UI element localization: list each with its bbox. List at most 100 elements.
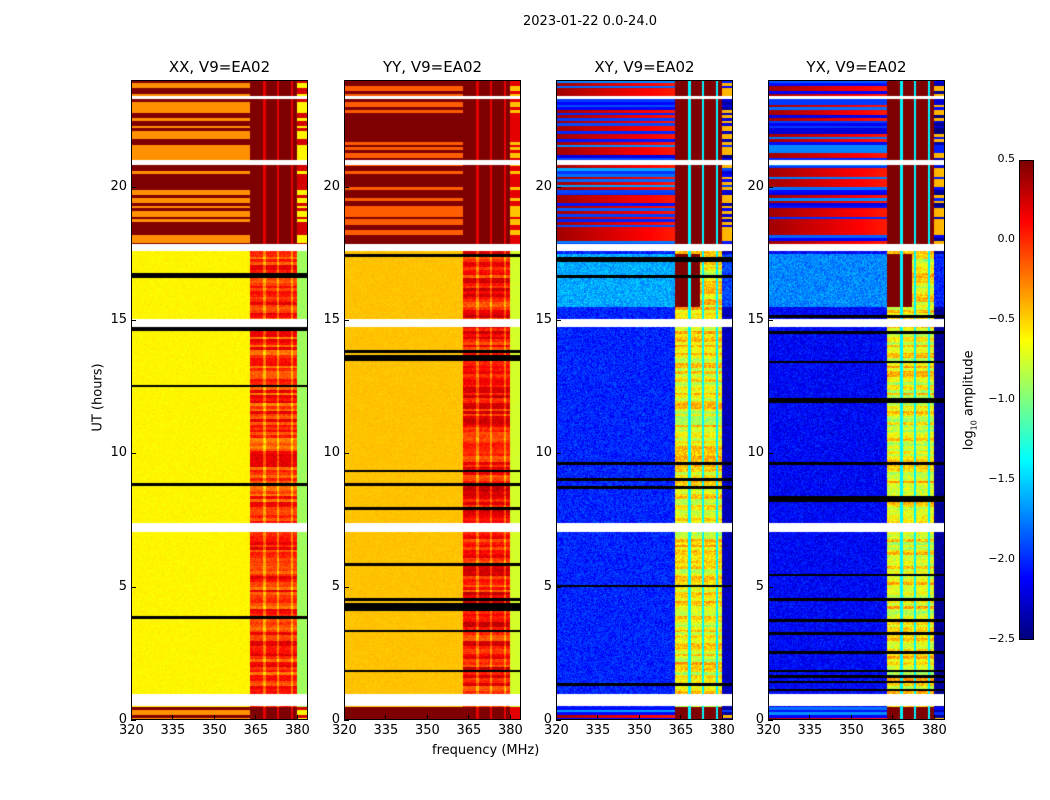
y-tick-label: 0 xyxy=(331,712,340,727)
heatmap-canvas xyxy=(131,80,308,720)
y-tick-mark xyxy=(344,586,349,588)
y-tick-mark xyxy=(131,586,136,588)
y-tick-mark xyxy=(344,320,349,321)
panel-title: YY, V9=EA02 xyxy=(382,58,483,76)
heatmap-canvas xyxy=(768,80,945,720)
y-tick-label: 20 xyxy=(323,178,340,194)
x-tick-mark xyxy=(809,715,811,720)
x-tick-mark xyxy=(638,715,640,720)
x-tick-mark xyxy=(296,715,298,720)
x-tick-mark xyxy=(721,715,723,720)
y-tick-mark xyxy=(556,320,561,321)
x-tick-label: 320 xyxy=(756,723,781,738)
x-tick-mark xyxy=(892,715,894,720)
x-tick-mark xyxy=(213,715,215,720)
y-tick-mark xyxy=(768,453,773,455)
y-tick-label: 5 xyxy=(118,578,127,594)
y-tick-mark xyxy=(131,453,136,455)
axes-frame xyxy=(131,80,308,720)
x-tick-label: 335 xyxy=(160,723,186,738)
y-tick-mark xyxy=(344,453,349,455)
x-tick-mark xyxy=(509,715,511,720)
x-axis-label: frequency (MHz) xyxy=(432,743,540,758)
colorbar-tick-label: −1.0 xyxy=(988,392,1015,405)
y-tick-mark xyxy=(768,186,773,188)
y-tick-label: 10 xyxy=(323,445,340,461)
y-tick-label: 5 xyxy=(331,578,340,594)
colorbar-tick-label: 0.5 xyxy=(997,152,1016,165)
x-tick-label: 365 xyxy=(880,723,906,738)
x-tick-mark xyxy=(768,715,769,720)
x-tick-mark xyxy=(597,715,599,720)
y-tick-label: 15 xyxy=(323,312,340,327)
x-tick-label: 365 xyxy=(668,723,694,738)
y-tick-mark xyxy=(556,453,561,455)
x-tick-label: 365 xyxy=(456,723,482,738)
y-tick-mark xyxy=(768,586,773,588)
x-tick-label: 320 xyxy=(119,723,144,738)
heatmap-panel xyxy=(768,80,945,721)
colorbar-label-sub: 10 xyxy=(969,420,979,431)
y-tick-label: 10 xyxy=(110,445,127,461)
x-tick-label: 320 xyxy=(544,723,569,738)
y-tick-mark xyxy=(556,586,561,588)
x-tick-mark xyxy=(933,715,935,720)
y-tick-label: 15 xyxy=(535,312,552,327)
x-tick-label: 335 xyxy=(585,723,611,738)
x-tick-label: 350 xyxy=(626,723,652,738)
y-tick-mark xyxy=(344,186,349,188)
x-tick-label: 380 xyxy=(497,723,523,738)
y-tick-label: 20 xyxy=(747,178,764,194)
y-tick-label: 0 xyxy=(543,712,552,727)
y-tick-label: 15 xyxy=(110,312,127,327)
x-tick-mark xyxy=(131,715,132,720)
y-tick-mark xyxy=(131,720,136,721)
y-tick-mark xyxy=(556,720,561,721)
y-tick-mark xyxy=(556,186,561,188)
heatmap-panel xyxy=(556,80,733,721)
x-tick-mark xyxy=(172,715,174,720)
x-tick-label: 350 xyxy=(838,723,864,738)
colorbar-tick-label: 0.0 xyxy=(997,232,1016,245)
panel-title: XX, V9=EA02 xyxy=(168,58,271,76)
x-tick-label: 350 xyxy=(201,723,227,738)
axes-frame xyxy=(768,80,945,720)
y-tick-label: 0 xyxy=(755,712,764,727)
y-tick-mark xyxy=(768,720,773,721)
axes-frame xyxy=(344,80,521,720)
y-tick-label: 0 xyxy=(118,712,127,727)
heatmap-canvas xyxy=(344,80,521,720)
x-tick-label: 365 xyxy=(243,723,269,738)
x-tick-label: 320 xyxy=(332,723,357,738)
colorbar-tick-label: −1.5 xyxy=(988,472,1015,485)
heatmap-panel xyxy=(131,80,308,721)
x-tick-mark xyxy=(344,715,345,720)
y-tick-mark xyxy=(131,186,136,188)
x-tick-mark xyxy=(850,715,852,720)
colorbar-label-tail: amplitude xyxy=(961,350,977,421)
figure-title: 2023-01-22 0.0-24.0 xyxy=(523,14,657,29)
x-tick-label: 380 xyxy=(921,723,947,738)
x-tick-mark xyxy=(468,715,470,720)
y-axis-label: UT (hours) xyxy=(90,363,106,432)
x-tick-mark xyxy=(426,715,428,720)
y-tick-label: 20 xyxy=(535,178,552,194)
panel-title: YX, V9=EA02 xyxy=(806,58,907,76)
colorbar-label-main: log xyxy=(961,430,977,451)
y-tick-label: 20 xyxy=(110,178,127,194)
y-tick-label: 5 xyxy=(755,578,764,594)
heatmap-canvas xyxy=(556,80,733,720)
x-tick-label: 335 xyxy=(797,723,823,738)
colorbar-tick-label: −2.5 xyxy=(988,632,1015,645)
x-tick-mark xyxy=(255,715,257,720)
y-tick-label: 5 xyxy=(543,578,552,594)
heatmap-panel xyxy=(344,80,521,721)
x-tick-label: 380 xyxy=(284,723,310,738)
colorbar-label: log10 amplitude xyxy=(962,350,979,450)
y-tick-mark xyxy=(131,320,136,321)
y-tick-label: 10 xyxy=(535,445,552,461)
y-tick-label: 15 xyxy=(747,312,764,327)
x-tick-mark xyxy=(556,715,557,720)
y-tick-label: 10 xyxy=(747,445,764,461)
axes-frame xyxy=(556,80,733,720)
